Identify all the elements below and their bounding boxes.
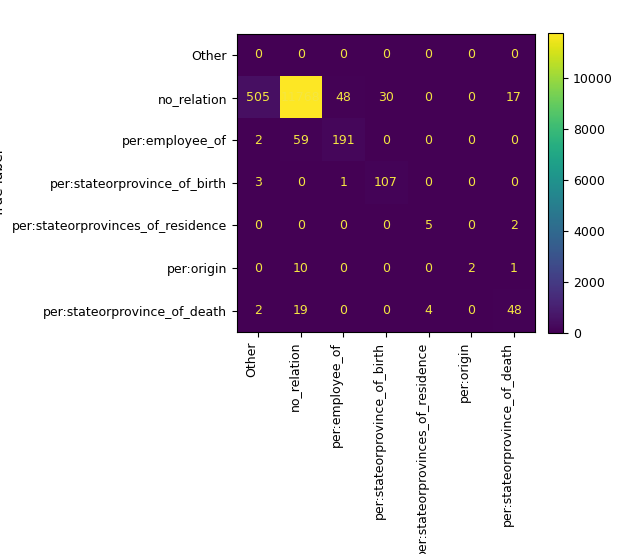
Text: 59: 59 bbox=[292, 134, 308, 147]
Text: 0: 0 bbox=[382, 261, 390, 275]
Text: 0: 0 bbox=[382, 48, 390, 61]
Text: 0: 0 bbox=[297, 219, 305, 232]
Text: 0: 0 bbox=[510, 134, 518, 147]
Text: 505: 505 bbox=[246, 91, 270, 104]
Text: 0: 0 bbox=[297, 48, 305, 61]
Text: 0: 0 bbox=[467, 48, 476, 61]
Y-axis label: True label: True label bbox=[0, 149, 6, 217]
Text: 0: 0 bbox=[254, 261, 262, 275]
Text: 1: 1 bbox=[339, 176, 348, 189]
Text: 0: 0 bbox=[297, 176, 305, 189]
Text: 0: 0 bbox=[382, 134, 390, 147]
Text: 0: 0 bbox=[467, 91, 476, 104]
Text: 3: 3 bbox=[254, 176, 262, 189]
Text: 0: 0 bbox=[254, 219, 262, 232]
Text: 2: 2 bbox=[254, 304, 262, 317]
Text: 2: 2 bbox=[254, 134, 262, 147]
Text: 0: 0 bbox=[424, 134, 433, 147]
Text: 17: 17 bbox=[506, 91, 522, 104]
Text: 0: 0 bbox=[254, 48, 262, 61]
Text: 0: 0 bbox=[467, 176, 476, 189]
Text: 4: 4 bbox=[425, 304, 433, 317]
Text: 19: 19 bbox=[293, 304, 308, 317]
Text: 0: 0 bbox=[467, 304, 476, 317]
Text: 0: 0 bbox=[510, 176, 518, 189]
Text: 48: 48 bbox=[335, 91, 351, 104]
Text: 0: 0 bbox=[424, 48, 433, 61]
Text: 0: 0 bbox=[467, 134, 476, 147]
Text: 48: 48 bbox=[506, 304, 522, 317]
Text: 0: 0 bbox=[424, 176, 433, 189]
Text: 0: 0 bbox=[467, 219, 476, 232]
Text: 10: 10 bbox=[292, 261, 308, 275]
Text: 0: 0 bbox=[339, 219, 348, 232]
Text: 0: 0 bbox=[424, 261, 433, 275]
Text: 5: 5 bbox=[424, 219, 433, 232]
Text: 191: 191 bbox=[332, 134, 355, 147]
Text: 107: 107 bbox=[374, 176, 398, 189]
Text: 0: 0 bbox=[424, 91, 433, 104]
Text: 0: 0 bbox=[339, 304, 348, 317]
Text: 30: 30 bbox=[378, 91, 394, 104]
Text: 0: 0 bbox=[339, 261, 348, 275]
Text: 2: 2 bbox=[510, 219, 518, 232]
Text: 2: 2 bbox=[467, 261, 475, 275]
Text: 11768: 11768 bbox=[281, 91, 321, 104]
Text: 0: 0 bbox=[382, 304, 390, 317]
Text: 0: 0 bbox=[339, 48, 348, 61]
Text: 1: 1 bbox=[510, 261, 518, 275]
Text: 0: 0 bbox=[510, 48, 518, 61]
Text: 0: 0 bbox=[382, 219, 390, 232]
